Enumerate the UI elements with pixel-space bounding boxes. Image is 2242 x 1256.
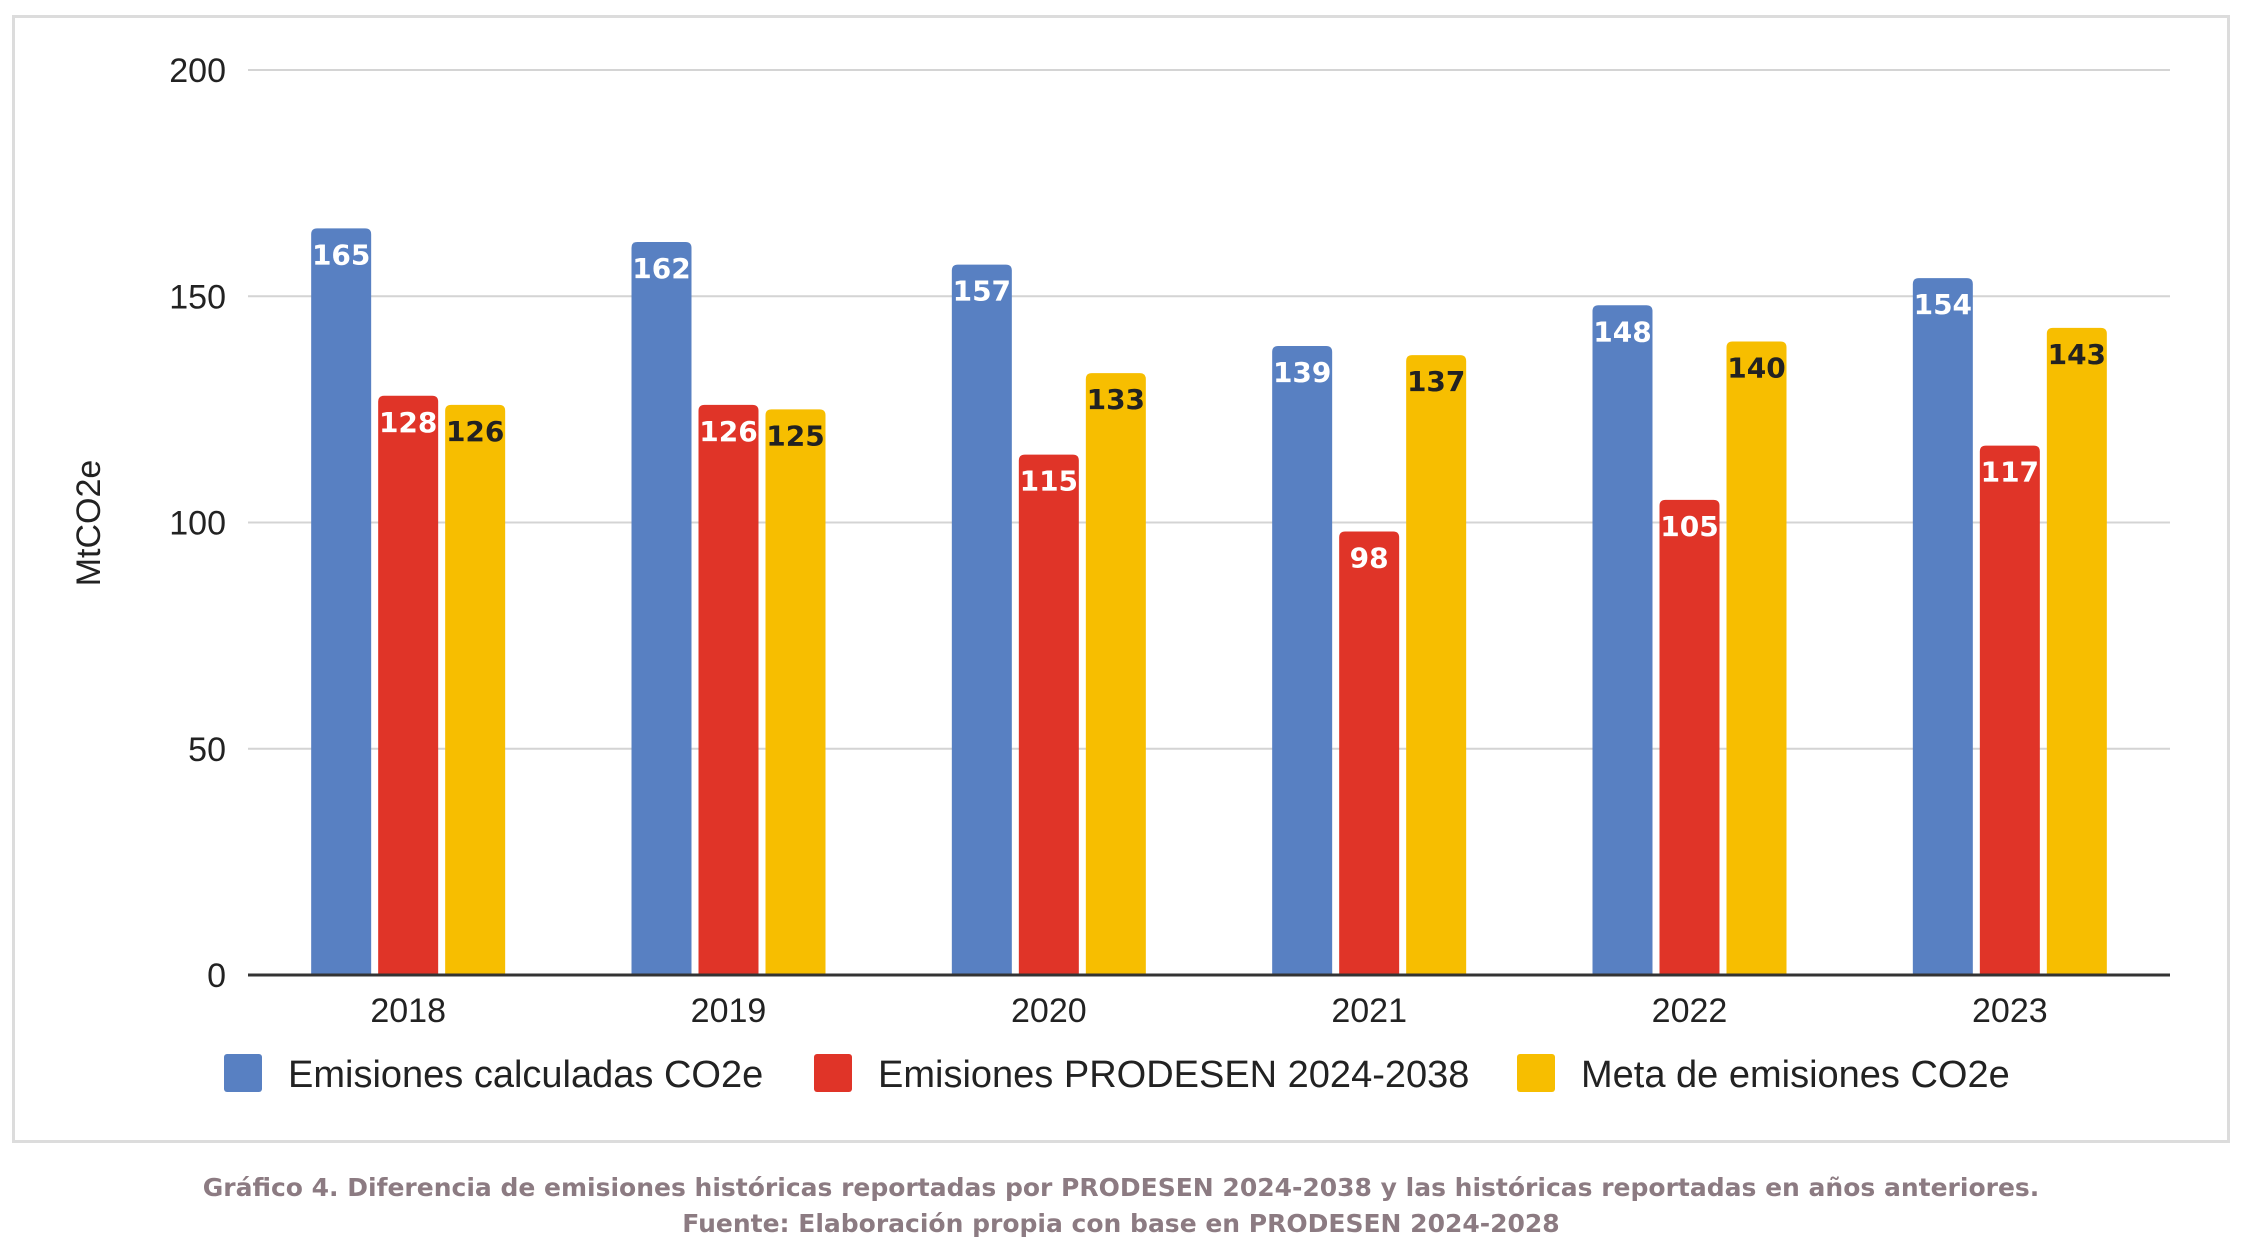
x-tick-label: 2022 bbox=[1652, 992, 1728, 1030]
bar-value-label: 128 bbox=[379, 406, 437, 439]
bar-value-label: 117 bbox=[1981, 456, 2039, 489]
bar-value-label: 154 bbox=[1914, 288, 1972, 321]
legend-swatch bbox=[814, 1054, 852, 1092]
bar bbox=[2046, 327, 2107, 975]
bar-value-label: 126 bbox=[446, 415, 504, 448]
bar-value-label: 105 bbox=[1660, 510, 1718, 543]
legend: Emisiones calculadas CO2e Emisiones PRODE… bbox=[224, 1054, 2010, 1096]
bar bbox=[1726, 341, 1787, 975]
bar-chart: 165 128 126 162 126 125 157 115 133 139 98 137 148 10… bbox=[70, 52, 2170, 1096]
y-tick-label: 100 bbox=[169, 505, 226, 543]
x-tick-label: 2019 bbox=[691, 992, 767, 1030]
bar bbox=[1659, 499, 1720, 975]
x-tick-label: 2023 bbox=[1972, 992, 2048, 1030]
chart-frame bbox=[12, 15, 2230, 1143]
y-tick-label: 50 bbox=[188, 731, 226, 769]
y-axis-title: MtCO2e bbox=[70, 460, 108, 587]
bar-value-label: 165 bbox=[312, 238, 370, 271]
legend-label: Emisiones calculadas CO2e bbox=[288, 1054, 763, 1096]
y-tick-label: 0 bbox=[207, 957, 226, 995]
bar-value-label: 162 bbox=[632, 252, 690, 285]
bar-value-label: 125 bbox=[766, 419, 824, 452]
figure-caption: Gráfico 4. Diferencia de emisiones histó… bbox=[0, 1170, 2242, 1242]
bar-value-label: 137 bbox=[1407, 365, 1465, 398]
x-tick-label: 2021 bbox=[1331, 992, 1407, 1030]
gridlines bbox=[248, 69, 2170, 750]
legend-label: Emisiones PRODESEN 2024-2038 bbox=[878, 1054, 1469, 1096]
bar bbox=[951, 264, 1012, 975]
bar-value-label: 126 bbox=[699, 415, 757, 448]
bar bbox=[631, 241, 692, 975]
bar-value-label: 139 bbox=[1273, 356, 1331, 389]
legend-swatch bbox=[224, 1054, 262, 1092]
axes: 0 50 100 150 200 MtCO2e 2018 2019 2020 2021 2022 20… bbox=[70, 52, 2170, 1030]
bars: 165 128 126 162 126 125 157 115 133 139 98 137 148 10… bbox=[311, 228, 2107, 976]
bar bbox=[698, 404, 759, 976]
bar bbox=[1912, 278, 1973, 975]
caption-title: Gráfico 4. Diferencia de emisiones histó… bbox=[202, 1173, 2040, 1202]
bar bbox=[1592, 305, 1653, 975]
bar bbox=[1018, 454, 1079, 975]
y-tick-label: 150 bbox=[169, 278, 226, 316]
bar bbox=[1085, 373, 1146, 975]
bar bbox=[1272, 346, 1333, 975]
bar-value-label: 140 bbox=[1727, 352, 1785, 385]
bar bbox=[445, 404, 506, 976]
bar-value-label: 157 bbox=[953, 275, 1011, 308]
bar bbox=[311, 228, 372, 975]
y-tick-label: 200 bbox=[169, 52, 226, 90]
bar-value-label: 98 bbox=[1350, 542, 1389, 575]
bar-value-label: 115 bbox=[1020, 465, 1078, 498]
bar bbox=[378, 395, 439, 975]
x-tick-label: 2018 bbox=[370, 992, 446, 1030]
x-tick-label: 2020 bbox=[1011, 992, 1087, 1030]
bar bbox=[1339, 531, 1400, 975]
bar bbox=[1406, 355, 1467, 975]
bar bbox=[765, 409, 826, 975]
caption-source: Fuente: Elaboración propia con base en P… bbox=[682, 1209, 1560, 1238]
legend-swatch bbox=[1517, 1054, 1555, 1092]
bar bbox=[1979, 445, 2040, 975]
bar-value-label: 143 bbox=[2048, 338, 2106, 371]
bar-value-label: 148 bbox=[1593, 315, 1651, 348]
legend-label: Meta de emisiones CO2e bbox=[1581, 1054, 2010, 1096]
bar-value-label: 133 bbox=[1087, 383, 1145, 416]
